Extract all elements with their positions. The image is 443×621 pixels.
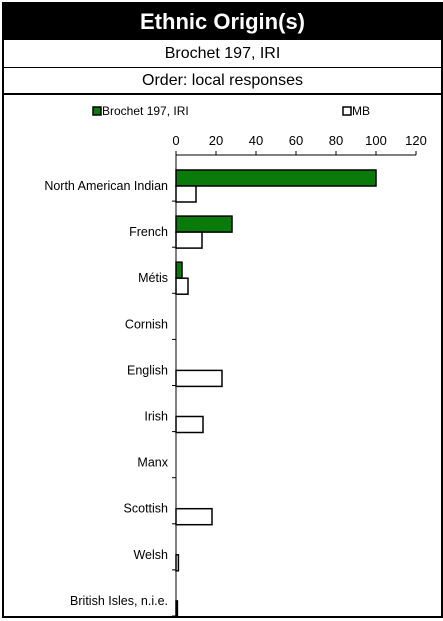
legend-label-local: Brochet 197, IRI [102, 104, 189, 118]
bar-chart-svg: Brochet 197, IRI MB 0 20 40 60 80 100 120 Nort… [44, 104, 427, 618]
bar [175, 554, 180, 572]
bar [175, 169, 377, 187]
bar [175, 369, 223, 388]
chart-subtitle: Brochet 197, IRI [4, 40, 441, 68]
category-label: North American Indian [44, 179, 168, 193]
x-tick-label: 80 [329, 133, 343, 148]
bar [175, 215, 233, 233]
x-tick-label: 60 [289, 133, 303, 148]
category-label: Cornish [125, 317, 168, 331]
chart-area: Brochet 197, IRI MB 0 20 40 60 80 100 120 Nort… [4, 95, 441, 618]
legend: Brochet 197, IRI MB [92, 104, 370, 118]
category-label: Scottish [124, 502, 169, 516]
category-label: Irish [144, 410, 168, 424]
category-label: Manx [137, 456, 168, 470]
bar [175, 415, 204, 434]
bar [175, 261, 183, 279]
category-label: Métis [138, 271, 168, 285]
bar [175, 507, 213, 526]
chart-order-note: Order: local responses [4, 68, 441, 95]
x-tick-label: 100 [365, 133, 387, 148]
bar-layer [175, 169, 377, 618]
x-tick-label: 20 [209, 133, 223, 148]
category-label-layer: North American Indian French Métis Cornish E… [44, 179, 168, 608]
bar [175, 277, 189, 295]
x-tick-label: 0 [172, 133, 179, 148]
category-label: British Isles, n.i.e. [70, 594, 168, 608]
category-label: Welsh [133, 548, 168, 562]
chart-title: Ethnic Origin(s) [4, 4, 441, 40]
legend-label-mb: MB [352, 104, 370, 118]
x-tick-label: 120 [405, 133, 427, 148]
category-label: French [129, 225, 168, 239]
x-tick-label: 40 [249, 133, 263, 148]
legend-swatch-mb [342, 106, 352, 116]
bar [175, 185, 197, 203]
legend-swatch-local [92, 106, 102, 116]
bar [175, 231, 203, 249]
category-label: English [127, 363, 168, 377]
bar [175, 600, 179, 618]
